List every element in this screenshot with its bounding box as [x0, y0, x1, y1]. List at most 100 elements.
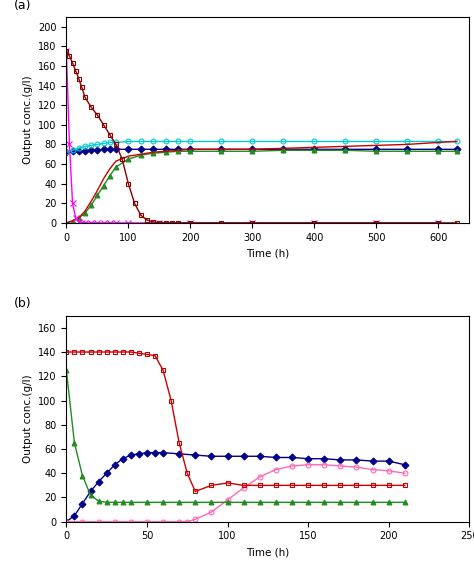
Batch start-up with yeast
recycling (Ethanol
production): [281, 138, 286, 145]
Batch start-up with no yeast
recycling (Ethanol
production): [188, 146, 193, 153]
Batch Start - up
(Ethanol production): [257, 453, 263, 459]
Batch Start - up
(Ethanol production): [72, 512, 77, 519]
Batch start-up
remaining substrate: [225, 499, 230, 505]
Zero start-up (Ethanol
production): [370, 466, 375, 473]
Batch start-up remaining
substrate: [156, 219, 162, 226]
Zero start-up with yeast
recycling (Ethanol
production): [342, 143, 348, 150]
Zero start-up
remaining substrate: [64, 348, 69, 355]
Batch start-up with yeast
recycling (Ethanol
production): [113, 139, 119, 146]
Zero start-up remaining
substrate: [100, 121, 106, 128]
Zero start-up
remaining substrate: [160, 367, 166, 374]
Batch start-up with yeast
recycling (Ethanol
production): [342, 138, 348, 145]
Batch start-up with no yeast
recycling (Ethanol
production): [374, 146, 379, 153]
Batch start-up with no yeast
recycling (Ethanol
production): [94, 147, 100, 154]
Batch Start - up
(Ethanol production): [225, 453, 230, 459]
Zero start-up (Ethanol
production): [209, 509, 214, 516]
Y-axis label: Output conc.(g/l): Output conc.(g/l): [23, 374, 33, 463]
Zero start-up with no yeast
recycling (Ethanol
production): [311, 147, 317, 154]
Batch start-up remaining
substrate: [188, 219, 193, 226]
Batch Start - up
(Ethanol production): [128, 452, 134, 458]
Batch start-up
remaining substrate: [337, 499, 343, 505]
Zero start-up (Ethanol
production): [128, 518, 134, 525]
Zero start-up remaining
substrate: [144, 217, 150, 223]
Batch start-up with yeast
recycling (Ethanol
production): [188, 138, 193, 145]
Batch Start - up
(Ethanol production): [64, 518, 69, 525]
Zero start-up with no yeast
recycling (Ethanol
production): [107, 172, 113, 179]
Zero start-up with no yeast
recycling (Ethanol
production): [100, 182, 106, 189]
X-axis label: Time (h): Time (h): [246, 547, 290, 557]
Batch Start - up
(Ethanol production): [305, 456, 311, 462]
Batch start-up with no yeast
recycling (Ethanol
production): [281, 146, 286, 153]
Zero start-up with yeast
recycling (Ethanol
production): [126, 153, 131, 159]
Zero start-up with yeast
recycling (Ethanol
production): [219, 146, 224, 153]
Zero start-up remaining
substrate: [249, 219, 255, 226]
Batch start-up with yeast
recycling (Ethanol
production): [82, 143, 88, 150]
Zero start-up
remaining substrate: [176, 440, 182, 447]
Line: Zero start-up remaining
substrate: Zero start-up remaining substrate: [64, 49, 459, 226]
Zero start-up
remaining substrate: [305, 482, 311, 489]
Batch start-up with no yeast
recycling (Ethanol
production): [175, 146, 181, 153]
Zero start-up
remaining substrate: [192, 488, 198, 495]
Zero start-up with no yeast
recycling (Ethanol
production): [374, 148, 379, 155]
Zero start-up with no yeast
recycling (Ethanol
production): [454, 148, 460, 155]
Zero start-up (Ethanol
production): [160, 518, 166, 525]
Batch Start - up
(Ethanol production): [136, 450, 142, 457]
Batch Start - up
(Ethanol production): [289, 454, 295, 461]
Zero start-up remaining
substrate: [454, 219, 460, 226]
Zero start-up with no yeast
recycling (Ethanol
production): [82, 210, 88, 217]
Batch Start - up
(Ethanol production): [321, 456, 327, 462]
Zero start-up with yeast
recycling (Ethanol
production): [94, 187, 100, 194]
Zero start-up
remaining substrate: [321, 482, 327, 489]
Zero start-up with yeast
recycling (Ethanol
production): [175, 147, 181, 154]
Batch start-up with no yeast
recycling (Ethanol
production): [249, 146, 255, 153]
Zero start-up (Ethanol
production): [112, 518, 118, 525]
Batch Start - up
(Ethanol production): [402, 461, 408, 468]
Batch start-up
remaining substrate: [104, 499, 109, 505]
X-axis label: Time (h): Time (h): [246, 248, 290, 258]
Zero start-up
remaining substrate: [225, 480, 230, 486]
Line: Zero start-up with no yeast
recycling (Ethanol
production): Zero start-up with no yeast recycling (E…: [64, 148, 459, 226]
Batch Start - up
(Ethanol production): [337, 457, 343, 463]
Batch Start - up
(Ethanol production): [96, 479, 101, 485]
Zero start-up remaining
substrate: [79, 84, 85, 91]
Batch start-up remaining
substrate: [311, 219, 317, 226]
Batch start-up remaining
substrate: [374, 219, 379, 226]
Batch start-up remaining
substrate: [79, 219, 85, 226]
Zero start-up with no yeast
recycling (Ethanol
production): [64, 219, 69, 226]
Batch start-up remaining
substrate: [64, 48, 69, 54]
Batch Start - up
(Ethanol production): [386, 458, 392, 465]
Zero start-up with yeast
recycling (Ethanol
production): [374, 142, 379, 149]
Zero start-up with yeast
recycling (Ethanol
production): [311, 144, 317, 151]
Zero start-up
remaining substrate: [273, 482, 279, 489]
Zero start-up (Ethanol
production): [241, 484, 246, 491]
Batch start-up with yeast
recycling (Ethanol
production): [70, 147, 75, 154]
Batch start-up remaining
substrate: [88, 219, 94, 226]
Zero start-up with no yeast
recycling (Ethanol
production): [88, 202, 94, 209]
Line: Batch start-up
remaining substrate: Batch start-up remaining substrate: [64, 368, 407, 505]
Zero start-up remaining
substrate: [119, 156, 125, 163]
Batch start-up with no yeast
recycling (Ethanol
production): [219, 146, 224, 153]
Batch start-up with no yeast
recycling (Ethanol
production): [64, 149, 69, 155]
Batch Start - up
(Ethanol production): [176, 450, 182, 457]
Batch Start - up
(Ethanol production): [370, 458, 375, 465]
Batch Start - up
(Ethanol production): [209, 453, 214, 459]
Batch start-up
remaining substrate: [209, 499, 214, 505]
Batch start-up with yeast
recycling (Ethanol
production): [404, 138, 410, 145]
Batch start-up
remaining substrate: [402, 499, 408, 505]
Zero start-up (Ethanol
production): [80, 518, 85, 525]
Batch start-up with yeast
recycling (Ethanol
production): [64, 149, 69, 155]
Batch start-up with no yeast
recycling (Ethanol
production): [404, 146, 410, 153]
Batch start-up
remaining substrate: [88, 491, 93, 498]
Batch start-up with yeast
recycling (Ethanol
production): [374, 138, 379, 145]
Zero start-up remaining
substrate: [126, 180, 131, 187]
Zero start-up remaining
substrate: [219, 219, 224, 226]
Batch Start - up
(Ethanol production): [120, 456, 126, 462]
Batch start-up
remaining substrate: [80, 472, 85, 479]
Zero start-up with yeast
recycling (Ethanol
production): [88, 198, 94, 205]
Batch start-up
remaining substrate: [144, 499, 150, 505]
Batch start-up
remaining substrate: [160, 499, 166, 505]
Zero start-up with no yeast
recycling (Ethanol
production): [138, 152, 144, 159]
Zero start-up remaining
substrate: [436, 219, 441, 226]
Line: Batch start-up remaining
substrate: Batch start-up remaining substrate: [64, 48, 441, 226]
Batch start-up remaining
substrate: [249, 219, 255, 226]
